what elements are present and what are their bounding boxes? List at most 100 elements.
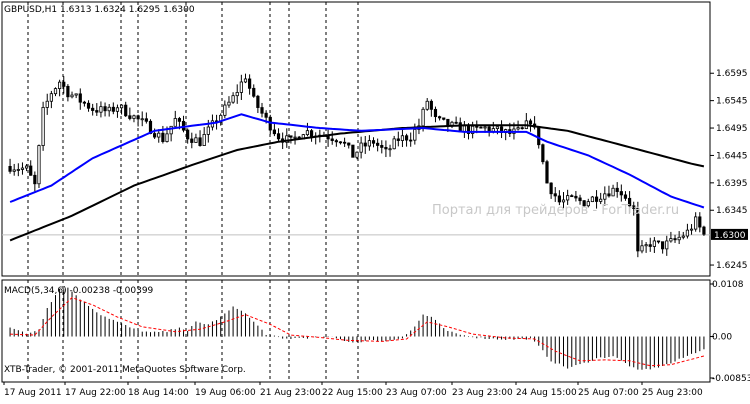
candle-body	[380, 145, 384, 148]
candle-body	[627, 197, 632, 207]
candle-body	[586, 201, 590, 207]
candle-body	[12, 169, 16, 172]
candle-body	[528, 120, 533, 125]
candle-body	[537, 126, 541, 146]
candle-body	[603, 193, 607, 200]
candle-body	[689, 228, 694, 231]
candle-body	[429, 100, 433, 110]
price-tick-label: 1.6395	[716, 179, 748, 189]
candle-body	[343, 141, 347, 144]
candle-body	[371, 140, 376, 144]
candle-body	[376, 142, 380, 146]
candle-body	[479, 126, 483, 129]
macd-tick-label: -0.00853	[712, 374, 750, 384]
price-tick-label: 1.6545	[716, 97, 748, 107]
candle-body	[103, 106, 107, 112]
candle-body	[289, 135, 293, 138]
candle-body	[388, 148, 392, 151]
candle-body	[78, 93, 82, 103]
candle-body	[359, 142, 363, 153]
candle-body	[421, 108, 425, 127]
candle-body	[636, 208, 640, 252]
candle-body	[235, 92, 239, 97]
candle-body	[561, 199, 566, 203]
candle-body	[487, 126, 491, 132]
macd-tick-label: 0.00	[712, 333, 732, 343]
candle-body	[70, 94, 74, 98]
candle-body	[438, 116, 442, 119]
macd-tick-label: 0.0108	[712, 280, 744, 290]
time-tick-label: 17 Aug 22:00	[65, 388, 126, 398]
candle-body	[661, 241, 665, 250]
candle-body	[119, 104, 124, 109]
candle-body	[702, 226, 706, 235]
candle-body	[293, 136, 297, 139]
candle-body	[227, 101, 231, 106]
candle-body	[590, 196, 595, 203]
candle-body	[553, 193, 557, 197]
candle-body	[169, 125, 173, 135]
time-grid	[2, 2, 710, 382]
candle-body	[132, 115, 136, 119]
candle-body	[305, 130, 310, 136]
candle-body	[86, 102, 91, 109]
time-tick-label: 22 Aug 15:00	[322, 388, 383, 398]
candle-body	[326, 135, 330, 140]
candle-body	[516, 127, 520, 130]
fast-moving-average-line	[9, 113, 705, 209]
candle-body	[330, 138, 334, 142]
candle-body	[206, 126, 210, 135]
time-tick-label: 23 Aug 07:00	[386, 388, 447, 398]
candle-body	[442, 117, 446, 120]
candle-body	[272, 129, 276, 135]
candle-body	[367, 140, 371, 147]
candle-body	[111, 106, 115, 112]
candle-body	[541, 144, 545, 163]
watermark-text: Портал для трейдеров - ForTrader.ru	[432, 203, 679, 218]
candle-body	[95, 110, 99, 113]
candle-body	[632, 205, 636, 209]
candle-body	[252, 87, 256, 97]
candle-body	[49, 93, 53, 102]
candle-body	[685, 229, 690, 237]
candle-body	[611, 187, 615, 197]
candle-body	[285, 135, 289, 143]
candle-body	[334, 140, 338, 143]
candle-body	[153, 133, 157, 138]
candle-body	[128, 115, 132, 119]
candle-body	[599, 198, 603, 202]
candle-body	[574, 195, 578, 199]
current-price-badge	[711, 228, 748, 240]
price-axis: 1.6595 1.6545 1.6495 1.6445 1.6395 1.6345 1.62…	[710, 69, 748, 271]
candle-body	[392, 138, 396, 150]
candle-body	[557, 195, 561, 203]
price-panel-frame	[1, 1, 711, 277]
time-tick-label: 18 Aug 14:00	[128, 388, 189, 398]
candle-body	[16, 169, 20, 171]
candle-body	[669, 238, 673, 242]
candle-body	[82, 101, 87, 104]
candle-body	[24, 165, 29, 169]
candle-body	[276, 133, 281, 140]
candle-body	[483, 126, 487, 129]
time-tick-label: 17 Aug 2011	[4, 388, 62, 398]
candle-body	[566, 195, 570, 201]
candle-body	[475, 125, 479, 128]
candle-body	[256, 95, 260, 108]
candle-body	[177, 118, 182, 122]
candle-body	[45, 100, 49, 108]
candle-body	[363, 142, 367, 147]
time-tick-label: 21 Aug 23:00	[260, 388, 321, 398]
candle-body	[615, 187, 619, 192]
candle-body	[157, 132, 161, 138]
candle-body	[413, 129, 417, 141]
price-tick-label: 1.6245	[716, 261, 748, 271]
candle-body	[202, 134, 206, 146]
macd-signal-line	[10, 297, 705, 367]
price-tick-label: 1.6495	[716, 124, 748, 134]
candle-body	[619, 191, 623, 196]
candle-body	[91, 107, 95, 111]
candle-body	[594, 196, 599, 202]
candle-body	[33, 174, 37, 185]
